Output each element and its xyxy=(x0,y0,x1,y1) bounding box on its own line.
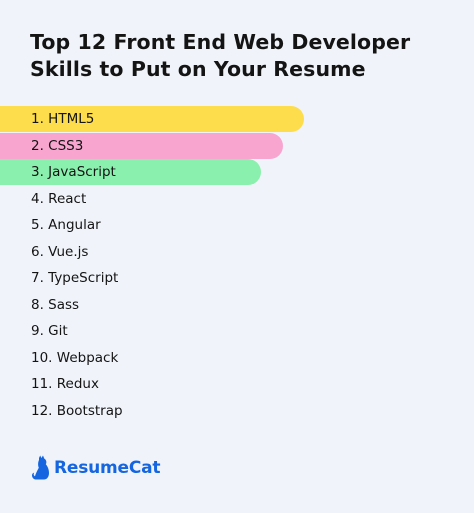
skill-label: 7. TypeScript xyxy=(31,270,119,286)
skill-label: 10. Webpack xyxy=(31,349,119,366)
list-item: 1. HTML5 xyxy=(0,106,474,133)
list-item: 9. Git xyxy=(0,318,474,345)
list-item: 12. Bootstrap xyxy=(0,398,474,425)
brand-name: ResumeCat xyxy=(54,458,161,478)
list-item: 4. React xyxy=(0,186,474,213)
skill-label: 12. Bootstrap xyxy=(31,402,123,419)
list-item: 11. Redux xyxy=(0,371,474,398)
list-item: 3. JavaScript xyxy=(0,159,474,186)
skill-label: 5. Angular xyxy=(31,217,101,233)
page-title: Top 12 Front End Web Developer Skills to… xyxy=(30,30,411,81)
skill-label: 1. HTML5 xyxy=(31,111,95,127)
skill-label: 6. Vue.js xyxy=(31,243,89,260)
skill-list: 1. HTML5 2. CSS3 3. JavaScript 4. React 5. A… xyxy=(0,106,474,424)
list-item: 6. Vue.js xyxy=(0,239,474,266)
highlight-bar xyxy=(0,159,261,185)
skill-label: 3. JavaScript xyxy=(31,164,116,180)
cat-logo-icon xyxy=(32,455,49,480)
skill-label: 8. Sass xyxy=(31,296,80,313)
list-item: 8. Sass xyxy=(0,292,474,319)
list-item: 2. CSS3 xyxy=(0,132,474,160)
skill-label: 11. Redux xyxy=(31,376,99,392)
brand-logo: ResumeCat xyxy=(30,454,161,482)
skill-label: 4. React xyxy=(31,190,87,207)
skill-label: 2. CSS3 xyxy=(31,137,84,154)
skill-label: 9. Git xyxy=(31,323,68,339)
list-item: 10. Webpack xyxy=(0,345,474,372)
list-item: 7. TypeScript xyxy=(0,265,474,292)
highlight-bar xyxy=(0,132,283,159)
list-item: 5. Angular xyxy=(0,212,474,239)
highlight-bar xyxy=(0,106,304,132)
